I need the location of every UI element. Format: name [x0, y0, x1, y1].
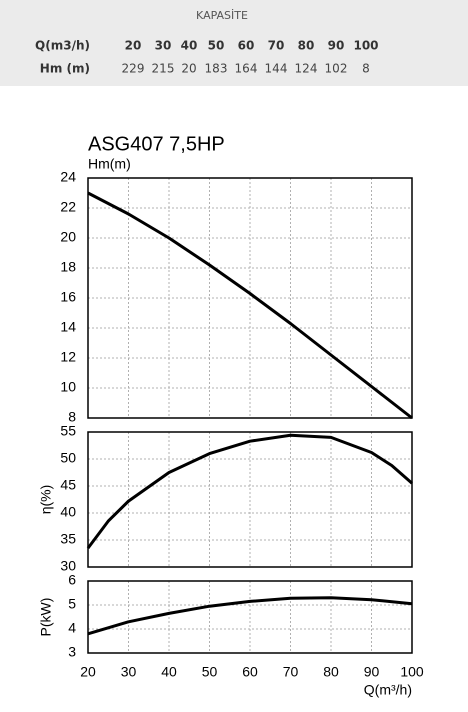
x-tick-label: 20 [80, 664, 96, 680]
table-cell: 20 [125, 39, 142, 53]
y-tick-label: 35 [60, 531, 76, 547]
y-axis-label: P(kW) [38, 598, 54, 637]
table-cell: 124 [295, 62, 318, 76]
plot-frame [87, 431, 413, 568]
x-tick-label: 70 [283, 664, 299, 680]
curve [87, 191, 413, 420]
y-tick-label: 40 [60, 504, 76, 520]
x-tick-label: 80 [323, 664, 339, 680]
y-axis-label: η(%) [38, 485, 54, 515]
y-tick-label: 3 [68, 644, 76, 660]
x-tick-label: 90 [364, 664, 380, 680]
y-tick-label: 6 [68, 572, 76, 588]
y-tick-label: 55 [60, 423, 76, 439]
x-tick-label: 30 [121, 664, 137, 680]
table-cell: 20 [181, 62, 196, 76]
y-tick-label: 22 [60, 199, 76, 215]
x-tick-label: 40 [161, 664, 177, 680]
y-tick-label: 8 [68, 409, 76, 425]
table-cell: 8 [362, 62, 370, 76]
table-caption: KAPASİTE [196, 9, 248, 22]
plot-frame [87, 580, 413, 654]
y-tick-label: 10 [60, 379, 76, 395]
table-cell: 144 [265, 62, 288, 76]
table-cell: 70 [268, 39, 285, 53]
table-cell: 30 [155, 39, 172, 53]
table-cell: 164 [235, 62, 258, 76]
y-tick-label: 18 [60, 259, 76, 275]
y-tick-label: 14 [60, 319, 76, 335]
table-cell: 60 [238, 39, 255, 53]
table-row-label: Hm (m) [40, 62, 90, 76]
table-cell: 80 [298, 39, 315, 53]
y-tick-label: 12 [60, 349, 76, 365]
x-tick-label: 60 [242, 664, 258, 680]
table-cell: 40 [181, 39, 198, 53]
plot-frame [87, 177, 413, 419]
x-axis-label: Q(m³/h) [364, 682, 412, 698]
curve [86, 433, 413, 549]
y-tick-label: 50 [60, 450, 76, 466]
table-background [0, 0, 468, 86]
y-tick-label: 24 [60, 169, 76, 185]
table-cell: 102 [325, 62, 348, 76]
y-tick-label: 30 [60, 558, 76, 574]
y-tick-label: 16 [60, 289, 76, 305]
y-tick-label: 4 [68, 620, 76, 636]
curve [87, 596, 413, 636]
chart-title: ASG407 7,5HP [88, 133, 225, 155]
table-cell: 229 [122, 62, 145, 76]
table-cell: 215 [152, 62, 175, 76]
y-tick-label: 20 [60, 229, 76, 245]
table-cell: 183 [205, 62, 228, 76]
table-cell: 90 [328, 39, 345, 53]
y-axis-label: Hm(m) [88, 156, 131, 172]
table-cell: 50 [208, 39, 225, 53]
table-cell: 100 [353, 39, 378, 53]
x-tick-label: 50 [202, 664, 218, 680]
y-tick-label: 45 [60, 477, 76, 493]
table-row-label: Q(m3/h) [35, 39, 90, 53]
x-tick-label: 100 [400, 664, 424, 680]
y-tick-label: 5 [68, 596, 76, 612]
